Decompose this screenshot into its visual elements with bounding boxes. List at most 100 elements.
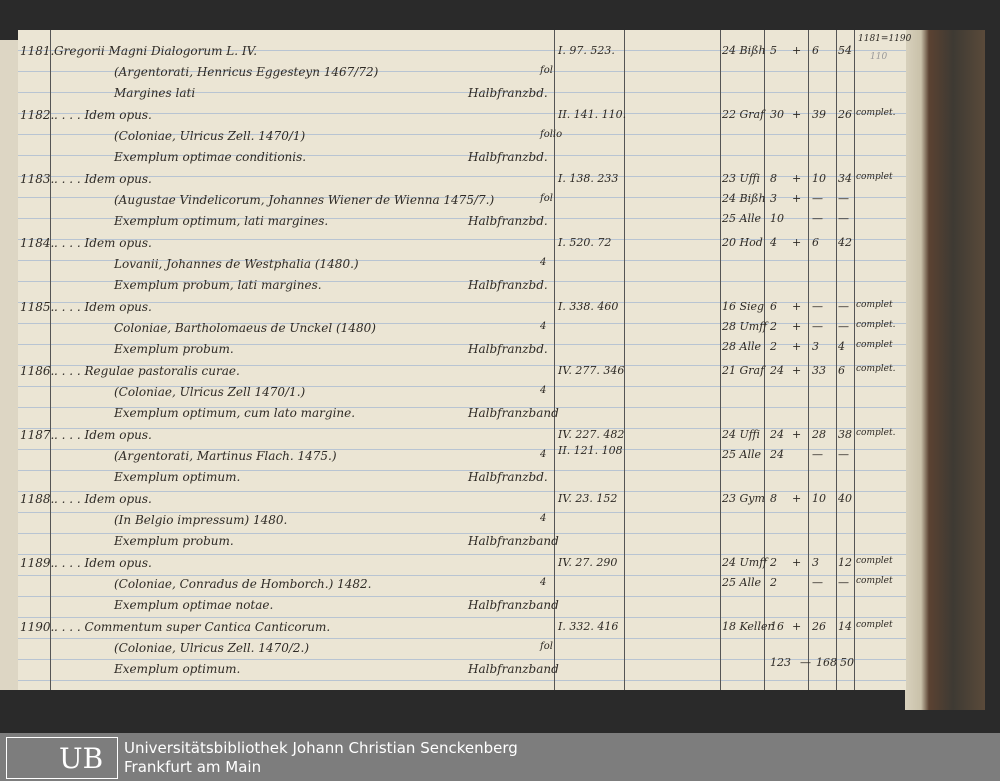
format: 4 — [540, 321, 547, 332]
shelf-ref: II. 121. 108 — [558, 444, 623, 457]
left-page — [0, 40, 18, 690]
record-cell: 23 Gym — [722, 492, 765, 505]
record-cell: 26 — [838, 108, 852, 121]
record-cell: 28 Alle — [722, 340, 761, 353]
total: 168 — [816, 656, 837, 669]
shelf-ref: II. 141. 110. — [558, 108, 627, 121]
entry-number: 1185. — [20, 300, 55, 314]
record-cell: + — [792, 364, 802, 377]
record-cell: — — [812, 576, 823, 589]
record-cell: complet — [856, 620, 893, 630]
shelf-ref: I. 332. 416 — [558, 620, 619, 633]
record-cell: 38 — [838, 428, 852, 441]
entry-line: Exemplum optimum, lati margines. — [114, 214, 329, 228]
record-cell: — — [812, 212, 823, 225]
shelf-ref: IV. 227. 482 — [558, 428, 625, 441]
record-cell: 2 — [770, 340, 777, 353]
entry-line: Lovanii, Johannes de Westphalia (1480.) — [114, 257, 359, 271]
entry-line: . . . . Idem opus. — [54, 492, 152, 506]
record-cell: 24 — [770, 448, 784, 461]
ledger-page: 1181=1190 110 1181. Gregorii Magni Dialog… — [18, 30, 911, 690]
record-cell: complet — [856, 172, 893, 182]
binding: Halbfranzband — [468, 406, 559, 420]
record-cell: 2 — [770, 576, 777, 589]
record-cell: complet. — [856, 320, 896, 330]
record-cell: complet. — [856, 108, 896, 118]
entry-line: Exemplum probum. — [114, 342, 234, 356]
pencil-mark: 110 — [870, 52, 888, 62]
record-cell: 16 Sieg — [722, 300, 765, 313]
format: 4 — [540, 577, 547, 588]
entry-line: Exemplum probum, lati margines. — [114, 278, 322, 292]
binding: Halbfranzbd. — [468, 150, 548, 164]
binding: Halbfranzband — [468, 598, 559, 612]
record-cell: 6 — [812, 236, 819, 249]
logo: UB — [6, 737, 118, 779]
record-cell: 6 — [812, 44, 819, 57]
record-cell: — — [838, 576, 849, 589]
record-cell: + — [792, 340, 802, 353]
book-cover — [905, 30, 985, 710]
record-cell: 21 Graf — [722, 364, 765, 377]
entry-line: . . . . Idem opus. — [54, 428, 152, 442]
entry-number: 1189. — [20, 556, 55, 570]
record-cell: 25 Alle — [722, 212, 761, 225]
entry-line: Exemplum optimae notae. — [114, 598, 274, 612]
record-cell: 24 Bißh — [722, 192, 766, 205]
record-cell: 26 — [812, 620, 826, 633]
entry-line: (In Belgio impressum) 1480. — [114, 513, 288, 527]
record-cell: + — [792, 492, 802, 505]
record-cell: 20 Hod — [722, 236, 763, 249]
entry-line: Gregorii Magni Dialogorum L. IV. — [54, 44, 258, 58]
record-cell: 34 — [838, 172, 852, 185]
format: fol — [540, 65, 553, 76]
shelf-ref: IV. 27. 290 — [558, 556, 618, 569]
record-cell: 6 — [838, 364, 845, 377]
record-cell: 30 — [770, 108, 784, 121]
record-cell: 6 — [770, 300, 777, 313]
total: 123 — [770, 656, 791, 669]
entry-line: . . . . Idem opus. — [54, 108, 152, 122]
entry-number: 1184. — [20, 236, 55, 250]
entry-line: Exemplum probum. — [114, 534, 234, 548]
binding: Halbfranzbd. — [468, 342, 548, 356]
record-cell: 24 — [770, 428, 784, 441]
shelf-ref: IV. 277. 346 — [558, 364, 625, 377]
shelf-ref: I. 97. 523. — [558, 44, 615, 57]
record-cell: 40 — [838, 492, 852, 505]
record-cell: 25 Alle — [722, 448, 761, 461]
entry-line: (Coloniae, Ulricus Zell 1470/1.) — [114, 385, 306, 399]
binding: Halbfranzbd. — [468, 278, 548, 292]
record-cell: 39 — [812, 108, 826, 121]
format: fol — [540, 641, 553, 652]
entry-line: . . . . Idem opus. — [54, 556, 152, 570]
record-cell: — — [838, 448, 849, 461]
entry-line: Exemplum optimae conditionis. — [114, 150, 307, 164]
entry-line: Exemplum optimum, cum lato margine. — [114, 406, 356, 420]
entry-number: 1181. — [20, 44, 55, 58]
record-cell: — — [812, 320, 823, 333]
entry-line: Exemplum optimum. — [114, 470, 241, 484]
entry-line: Margines lati — [114, 86, 196, 100]
record-cell: complet. — [856, 428, 896, 438]
record-cell: 5 — [770, 44, 777, 57]
record-cell: — — [812, 300, 823, 313]
format: folio — [540, 129, 563, 140]
record-cell: 54 — [838, 44, 852, 57]
record-cell: — — [838, 192, 849, 205]
record-cell: — — [838, 212, 849, 225]
footer: UB Universitätsbibliothek Johann Christi… — [0, 733, 1000, 781]
record-cell: 3 — [770, 192, 777, 205]
record-cell: 23 Uffi — [722, 172, 761, 185]
record-cell: + — [792, 236, 802, 249]
shelf-ref: IV. 23. 152 — [558, 492, 618, 505]
entry-number: 1188. — [20, 492, 55, 506]
format: 4 — [540, 513, 547, 524]
record-cell: 22 Graf — [722, 108, 765, 121]
entry-line: Exemplum optimum. — [114, 662, 241, 676]
record-cell: + — [792, 320, 802, 333]
entry-line: . . . . Idem opus. — [54, 236, 152, 250]
record-cell: 33 — [812, 364, 826, 377]
binding: Halbfranzbd. — [468, 214, 548, 228]
